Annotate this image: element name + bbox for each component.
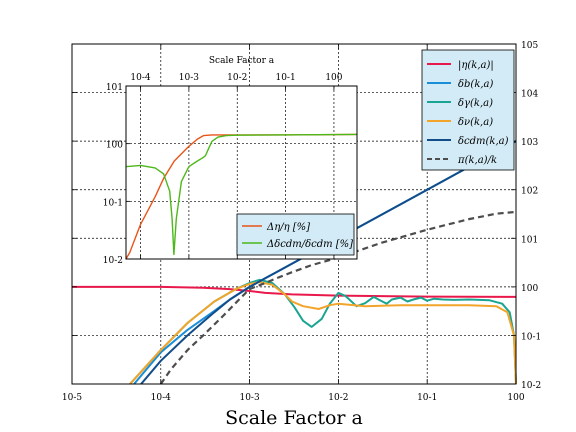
main-y-tick-label: 100 <box>521 284 538 294</box>
inset-x-tick-label: 100 <box>325 73 342 83</box>
main-x-axis-label: Scale Factor a <box>225 407 363 429</box>
inset-x-tick-label: 10-3 <box>179 73 199 83</box>
inset-y-tick-label: 10-1 <box>103 198 123 208</box>
main-y-tick-label: 10-1 <box>521 332 541 342</box>
inset-y-tick-label: 10-2 <box>103 256 123 266</box>
inset-y-tick-label: 101 <box>106 83 123 93</box>
inset-series <box>125 133 358 260</box>
main-y-tick-label: 101 <box>521 235 538 245</box>
inset-x-tick-label: 10-1 <box>275 73 295 83</box>
inset-legend: Δη/η [%] Δδcdm/δcdm [%] <box>236 213 355 256</box>
inset-y-tick-label: 100 <box>106 141 123 151</box>
main-legend-label: π(k,a)/k <box>457 155 497 166</box>
main-legend-label: δcdm(k,a) <box>458 136 509 147</box>
main-x-tick-label: 10-5 <box>62 393 82 403</box>
inset-series-line-1 <box>125 133 358 256</box>
main-ticks: 10-5 10-4 10-3 10-2 10-1 100 10-2 10-1 100 101 102… <box>62 41 541 403</box>
main-y-tick-label: 104 <box>521 90 538 100</box>
main-x-tick-label: 100 <box>507 393 524 403</box>
main-legend: |η(k,a)| δb(k,a) δγ(k,a) δν(k,a) δcdm(k,a) π(… <box>421 49 515 171</box>
main-x-tick-label: 10-1 <box>417 393 437 403</box>
main-series-line-0 <box>72 285 517 298</box>
main-legend-label: δγ(k,a) <box>458 98 493 109</box>
main-legend-box <box>421 49 515 171</box>
main-x-tick-label: 10-4 <box>151 393 171 403</box>
main-series-line-4 <box>140 140 517 385</box>
main-legend-label: δb(k,a) <box>458 79 494 90</box>
inset-legend-label: Δδcdm/δcdm [%] <box>266 239 353 250</box>
main-x-tick-label: 10-2 <box>328 393 348 403</box>
main-series <box>72 140 517 385</box>
inset-ticks: 10-4 10-3 10-2 10-1 100 10-2 10-1 100 101 <box>103 73 343 266</box>
main-series-line-5 <box>159 210 517 385</box>
main-series-line-3 <box>129 281 517 385</box>
main-y-tick-label: 10-2 <box>521 381 541 391</box>
main-y-tick-label: 102 <box>521 187 538 197</box>
inset-plot-frame <box>125 85 358 260</box>
main-y-tick-label: 105 <box>521 41 538 51</box>
inset-x-tick-label: 10-2 <box>227 73 247 83</box>
main-y-tick-label: 103 <box>521 138 538 148</box>
main-plot-frame <box>71 43 517 385</box>
main-legend-label: |η(k,a)| <box>458 60 494 71</box>
inset-x-tick-label: 10-4 <box>130 73 150 83</box>
main-series-line-2 <box>129 278 517 385</box>
inset-legend-box <box>236 213 355 256</box>
inset-legend-label: Δη/η [%] <box>266 222 310 233</box>
main-x-tick-label: 10-3 <box>239 393 259 403</box>
main-legend-label: δν(k,a) <box>458 117 493 128</box>
inset-x-axis-label: Scale Factor a <box>209 56 275 66</box>
